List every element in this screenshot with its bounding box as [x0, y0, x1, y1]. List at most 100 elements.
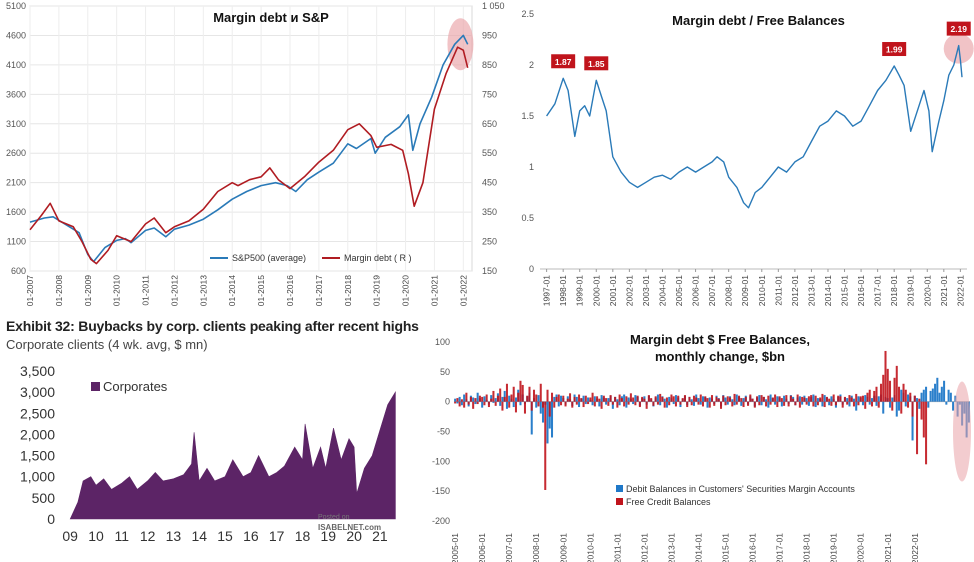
bar-free-credit: [720, 401, 723, 409]
bar-free-credit: [625, 396, 628, 402]
x-tick-label: 2004-01: [657, 275, 667, 306]
bar-debit: [895, 401, 898, 417]
bar-debit: [674, 395, 677, 402]
y-left-tick-label: 5100: [6, 1, 26, 11]
x-tick-label: 2015-01: [840, 275, 850, 306]
highlight-ellipse: [953, 381, 971, 482]
bar-free-credit: [514, 401, 517, 413]
x-tick-label: 01-2014: [227, 275, 237, 306]
watermark-line1: Posted on: [318, 514, 350, 521]
x-tick-label: 12: [140, 528, 156, 544]
bar-debit: [514, 397, 517, 402]
bar-free-credit: [753, 401, 756, 408]
bar-free-credit: [740, 398, 743, 402]
bar-free-credit: [573, 396, 576, 402]
bar-free-credit: [643, 398, 646, 402]
y-tick-label: 2,500: [20, 405, 55, 421]
y-tick-label: 50: [440, 367, 450, 377]
y-right-tick-label: 550: [482, 148, 497, 158]
bar-free-credit: [722, 395, 725, 402]
bar-free-credit: [821, 393, 824, 402]
bar-free-credit: [839, 396, 842, 402]
bar-free-credit: [868, 389, 871, 402]
bar-free-credit: [652, 401, 655, 406]
bar-free-credit: [575, 401, 578, 405]
bar-free-credit: [823, 401, 826, 408]
bar-free-credit: [744, 396, 747, 402]
bar-free-credit: [913, 395, 916, 402]
x-tick-label: 2018-01: [889, 275, 899, 306]
bar-debit: [726, 401, 729, 405]
bar-free-credit: [483, 401, 486, 406]
x-tick-label: 2014-01: [693, 533, 703, 562]
bar-free-credit: [713, 401, 716, 406]
bar-free-credit: [596, 396, 599, 402]
y-right-tick-label: 250: [482, 237, 497, 247]
y-tick-label: 1: [529, 162, 534, 172]
bar-free-credit: [647, 395, 650, 402]
x-tick-label: 01-2012: [169, 275, 179, 306]
series-area-corporates: [69, 391, 396, 520]
y-right-tick-label: 850: [482, 60, 497, 70]
bar-debit: [900, 389, 903, 402]
bar-free-credit: [846, 401, 849, 405]
bar-free-credit: [787, 401, 790, 407]
bar-free-credit: [481, 396, 484, 402]
bar-free-credit: [726, 396, 729, 402]
legend-label-margin-debt: Margin debt ( R ): [344, 253, 412, 263]
x-tick-label: 2010-01: [757, 275, 767, 306]
y-left-tick-label: 3100: [6, 119, 26, 129]
y-tick-label: 2,000: [20, 426, 55, 442]
x-tick-label: 01-2007: [25, 275, 35, 306]
bar-debit: [724, 397, 727, 402]
bar-free-credit: [895, 365, 898, 402]
bar-free-credit: [882, 374, 885, 402]
bar-free-credit: [634, 401, 637, 406]
bar-debit: [857, 396, 860, 402]
bar-debit: [938, 392, 941, 402]
bar-debit: [553, 396, 556, 402]
bar-free-credit: [661, 396, 664, 402]
bar-free-credit: [537, 401, 540, 407]
bar-free-credit: [668, 401, 671, 406]
x-tick-label: 2014-01: [823, 275, 833, 306]
bar-free-credit: [607, 401, 610, 406]
bar-debit: [656, 394, 659, 402]
data-label-box: [882, 42, 907, 57]
x-tick-label: 01-2020: [401, 275, 411, 306]
bar-debit: [807, 401, 810, 406]
bar-debit: [593, 396, 596, 402]
chart-monthly-change-svg: -200 -150 -100 -50 0 50 100 2005-01 2006-01 2007-…: [430, 318, 974, 562]
bar-free-credit: [496, 395, 499, 402]
bar-free-credit: [589, 397, 592, 402]
bar-free-credit: [571, 401, 574, 408]
y-left-tick-label: 600: [11, 266, 26, 276]
x-tick-label: 01-2019: [372, 275, 382, 306]
y-tick-label: 0: [529, 264, 534, 274]
data-label: 2.19: [950, 24, 967, 34]
bar-free-credit: [717, 398, 720, 402]
bar-debit: [801, 401, 804, 405]
bar-free-credit: [688, 396, 691, 402]
bar-debit: [600, 395, 603, 402]
bar-debit: [535, 401, 538, 408]
bar-free-credit: [632, 397, 635, 402]
bar-free-credit: [548, 401, 551, 417]
bar-free-credit: [677, 395, 680, 402]
bar-free-credit: [521, 384, 524, 402]
chart-margin-sp: 600 1100 1600 2100 2600 3100 3600 4100 4600 5100 1…: [0, 0, 510, 318]
bar-free-credit: [528, 386, 531, 402]
bar-free-credit: [458, 401, 461, 407]
x-tick-label: 2017-01: [873, 275, 883, 306]
bar-free-credit: [706, 398, 709, 402]
y-tick-label: 2: [529, 60, 534, 70]
bar-free-credit: [837, 395, 840, 402]
bar-debit: [774, 401, 777, 405]
bar-free-credit: [855, 393, 858, 402]
bar-free-credit: [641, 396, 644, 402]
bar-free-credit: [679, 401, 682, 405]
bar-free-credit: [852, 401, 855, 407]
bar-debit: [530, 401, 533, 435]
bar-free-credit: [614, 396, 617, 402]
bar-free-credit: [582, 401, 585, 408]
